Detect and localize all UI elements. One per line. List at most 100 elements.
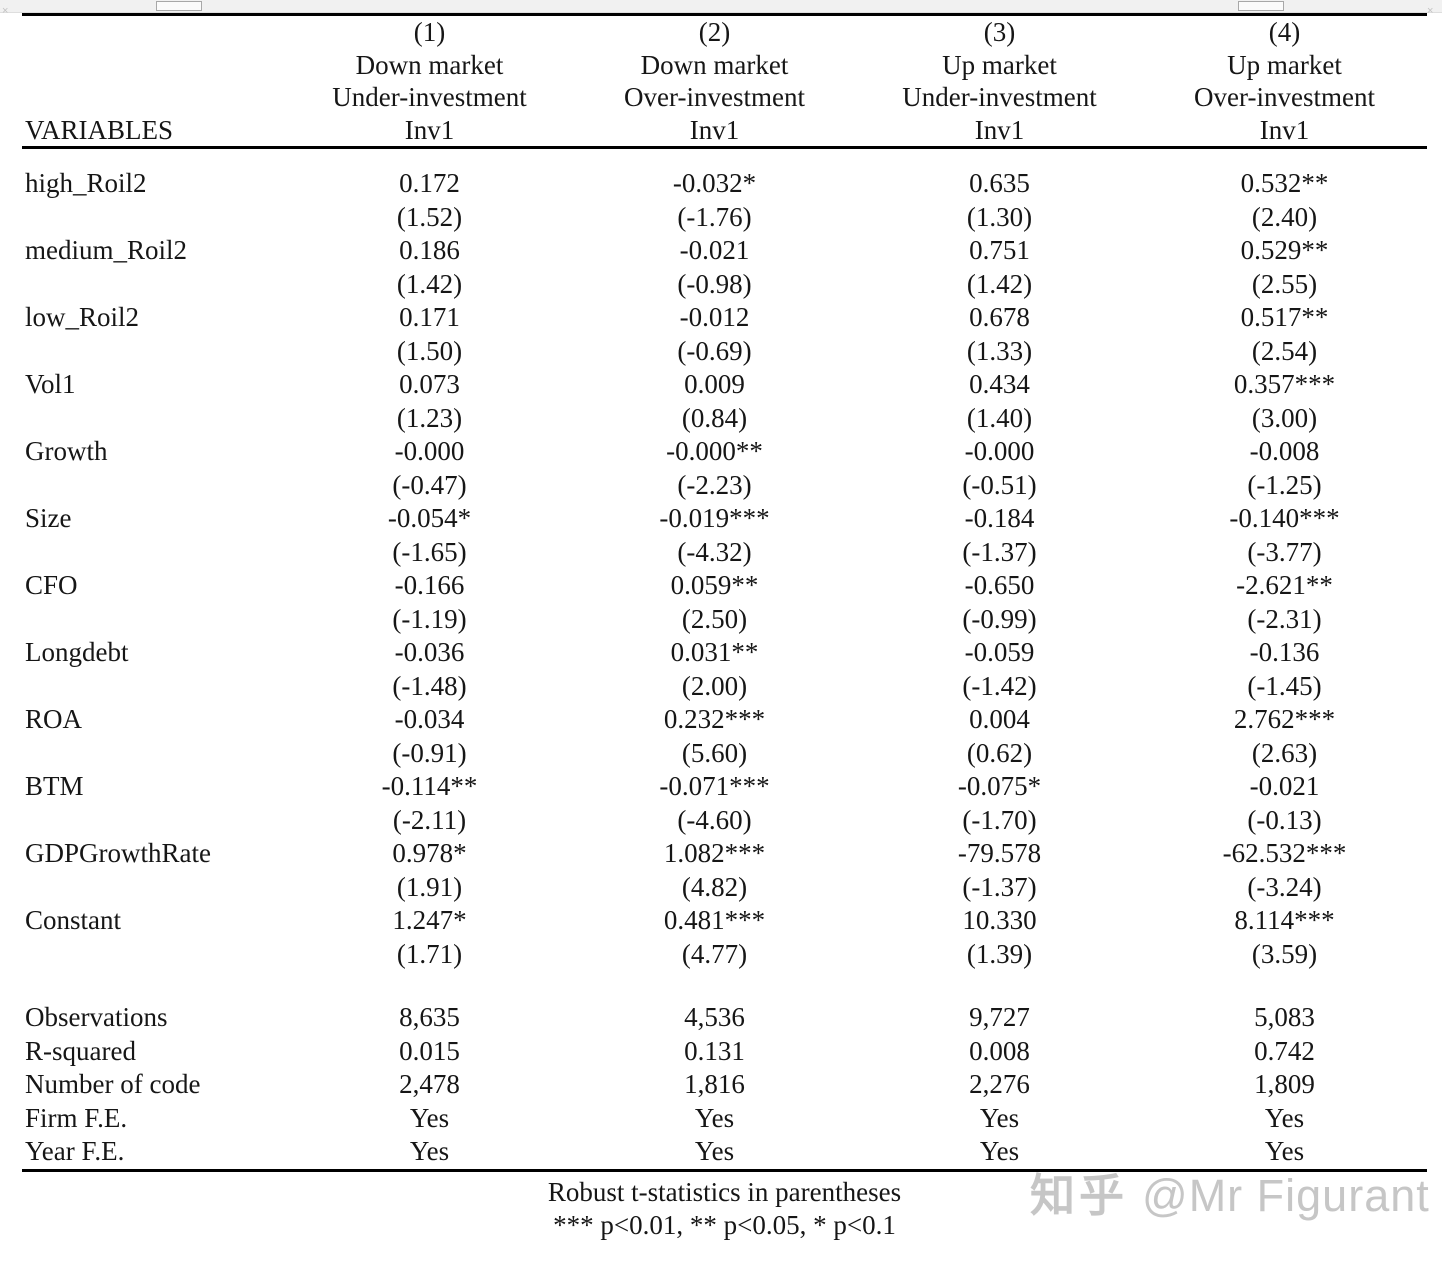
stat-value: Yes — [979, 1136, 1020, 1166]
stat-value: 0.008 — [969, 1035, 1030, 1066]
tstat-cell: (-0.98) — [677, 268, 752, 299]
variable-label: CFO — [25, 570, 78, 600]
coefficient-cell: -0.114** — [381, 771, 478, 801]
stat-label: R-squared — [25, 1035, 136, 1066]
column-depvar: Inv1 — [974, 114, 1025, 145]
stat-value: 1,809 — [1254, 1069, 1315, 1099]
table-row: (-1.48) (2.00) (-1.42) (-1.45) — [22, 670, 1427, 704]
tstat-cell: (-2.23) — [677, 469, 752, 500]
variable-label: medium_Roil2 — [25, 235, 187, 265]
coefficient-cell: 2.762*** — [1233, 704, 1336, 734]
table-row: (1.52) (-1.76) (1.30) (2.40) — [22, 201, 1427, 235]
coefficient-cell: -0.034 — [394, 704, 465, 734]
stat-label: Year F.E. — [25, 1136, 125, 1166]
tstat-cell: (-1.76) — [677, 201, 752, 232]
table-row: Vol1 0.073 0.009 0.434 0.357*** — [22, 368, 1427, 402]
tstat-cell: (-1.37) — [962, 536, 1037, 567]
coefficient-cell: 0.186 — [399, 235, 460, 265]
coefficient-cell: -0.000 — [394, 436, 465, 466]
variable-label: GDPGrowthRate — [25, 838, 211, 868]
table-row: (-1.19) (2.50) (-0.99) (-2.31) — [22, 603, 1427, 637]
tstat-cell: (-1.65) — [392, 536, 467, 567]
table-top-rule — [22, 13, 1427, 16]
variable-label: Longdebt — [25, 637, 129, 667]
variable-label: BTM — [25, 771, 84, 801]
variable-label-empty — [22, 737, 287, 771]
coefficient-cell: -0.012 — [679, 302, 750, 332]
variable-label-empty — [22, 268, 287, 302]
tstat-cell: (2.40) — [1251, 201, 1318, 232]
column-investment: Under-investment — [902, 82, 1097, 112]
body-spacer — [22, 971, 1427, 1001]
regression-table: VARIABLES (1) Down market Under-investme… — [22, 13, 1427, 1243]
tstat-cell: (1.42) — [966, 268, 1033, 299]
coefficient-cell: -0.032* — [672, 168, 757, 198]
coefficient-cell: 0.678 — [969, 302, 1030, 332]
tstat-cell: (-1.25) — [1247, 469, 1322, 500]
stat-value: 8,635 — [399, 1002, 460, 1032]
column-number: (4) — [1268, 17, 1301, 47]
variables-label: VARIABLES — [25, 114, 174, 145]
coefficient-cell: 0.481*** — [663, 905, 766, 935]
tstat-cell: (1.23) — [396, 402, 463, 433]
coefficient-cell: -0.184 — [964, 503, 1035, 533]
stat-row: Year F.E. Yes Yes Yes Yes — [22, 1135, 1427, 1169]
variable-label-empty — [22, 335, 287, 369]
stat-label: Number of code — [25, 1069, 201, 1099]
stat-label: Firm F.E. — [25, 1102, 128, 1133]
coefficient-cell: -0.019*** — [659, 503, 770, 533]
tstat-cell: (3.00) — [1251, 402, 1318, 433]
tstat-cell: (1.40) — [966, 402, 1033, 433]
table-row: (-0.91) (5.60) (0.62) (2.63) — [22, 737, 1427, 771]
tstat-cell: (2.63) — [1251, 737, 1318, 768]
stat-value: Yes — [1264, 1102, 1305, 1133]
stat-label: Observations — [25, 1002, 168, 1032]
tstat-cell: (0.62) — [966, 737, 1033, 768]
coefficient-cell: -0.136 — [1249, 637, 1320, 667]
coefficient-cell: -0.021 — [1249, 771, 1320, 801]
coefficient-cell: 0.751 — [969, 235, 1030, 265]
stat-value: 1,816 — [684, 1069, 745, 1099]
stat-value: 4,536 — [684, 1002, 745, 1032]
column-market: Up market — [942, 49, 1057, 80]
table-row: Size -0.054* -0.019*** -0.184 -0.140*** — [22, 502, 1427, 536]
coefficient-cell: 0.434 — [969, 369, 1030, 399]
tstat-cell: (-0.91) — [392, 737, 467, 768]
tstat-cell: (-4.60) — [677, 804, 752, 835]
tstat-cell: (-0.47) — [392, 469, 467, 500]
column-investment: Over-investment — [1194, 82, 1375, 112]
coefficient-cell: -0.166 — [394, 570, 465, 600]
coefficient-cell: 0.232*** — [663, 704, 766, 734]
column-header-1: (1) Down market Under-investment Inv1 — [287, 16, 572, 146]
table-header: VARIABLES (1) Down market Under-investme… — [22, 16, 1427, 146]
stat-value: Yes — [694, 1136, 735, 1166]
tstat-cell: (0.84) — [681, 402, 748, 433]
variables-header-cell: VARIABLES — [22, 16, 287, 146]
coefficient-cell: -0.075* — [957, 771, 1042, 801]
column-resize-handle[interactable] — [156, 1, 202, 11]
variable-label: Growth — [25, 436, 108, 466]
stat-value: Yes — [979, 1102, 1020, 1133]
tstat-cell: (-1.37) — [962, 871, 1037, 902]
tstat-cell: (1.71) — [396, 938, 463, 969]
coefficient-cell: 0.059** — [670, 570, 759, 600]
column-resize-handle[interactable] — [1238, 1, 1284, 11]
stat-value: Yes — [409, 1102, 450, 1133]
table-row: (-0.47) (-2.23) (-0.51) (-1.25) — [22, 469, 1427, 503]
tstat-cell: (-3.24) — [1247, 871, 1322, 902]
table-row: (1.71) (4.77) (1.39) (3.59) — [22, 938, 1427, 972]
coefficient-cell: -0.071*** — [659, 771, 770, 801]
table-row: (1.91) (4.82) (-1.37) (-3.24) — [22, 871, 1427, 905]
tstat-cell: (-0.51) — [962, 469, 1037, 500]
tstat-cell: (-4.32) — [677, 536, 752, 567]
table-row: (1.42) (-0.98) (1.42) (2.55) — [22, 268, 1427, 302]
stat-value: 2,478 — [399, 1069, 460, 1099]
tstat-cell: (1.42) — [396, 268, 463, 299]
stat-row: Observations 8,635 4,536 9,727 5,083 — [22, 1001, 1427, 1035]
column-header-3: (3) Up market Under-investment Inv1 — [857, 16, 1142, 146]
coefficient-cell: 0.031** — [670, 637, 759, 667]
variable-label-empty — [22, 469, 287, 503]
coefficient-cell: -79.578 — [957, 838, 1042, 868]
tstat-cell: (2.55) — [1251, 268, 1318, 299]
